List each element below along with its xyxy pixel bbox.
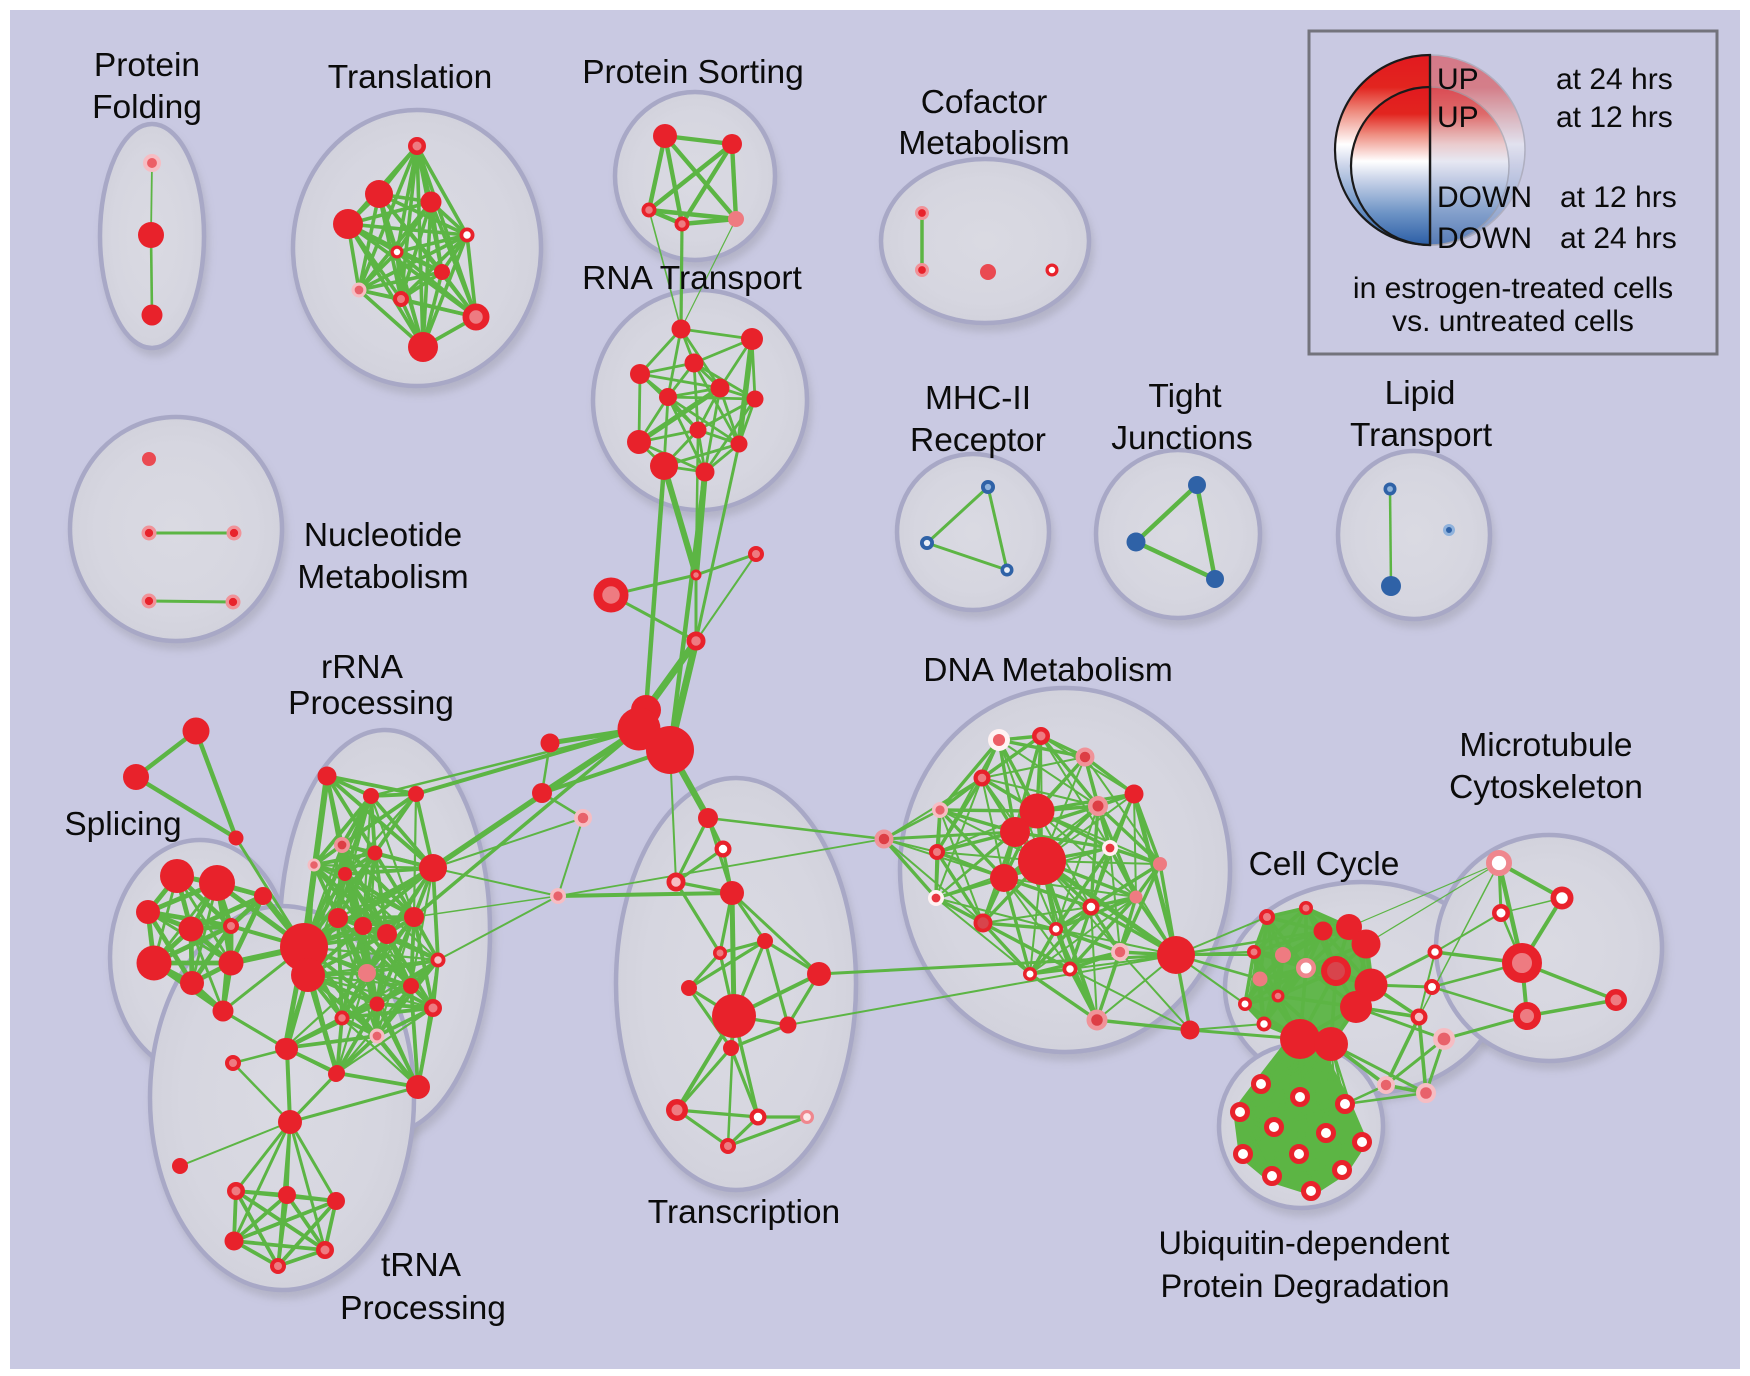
svg-text:Ubiquitin-dependent: Ubiquitin-dependent [1159, 1225, 1450, 1261]
svg-text:Cofactor: Cofactor [921, 84, 1048, 121]
svg-text:Receptor: Receptor [910, 422, 1046, 459]
svg-text:UP: UP [1437, 101, 1479, 134]
svg-text:Splicing: Splicing [64, 806, 181, 843]
svg-text:Processing: Processing [288, 685, 454, 722]
svg-text:Cell Cycle: Cell Cycle [1249, 846, 1400, 883]
svg-text:Transcription: Transcription [648, 1194, 840, 1231]
svg-text:at 12 hrs: at 12 hrs [1556, 101, 1673, 134]
svg-text:RNA Transport: RNA Transport [582, 260, 802, 297]
svg-text:Protein: Protein [94, 47, 200, 84]
svg-text:MHC-II: MHC-II [925, 380, 1031, 417]
svg-text:at 24 hrs: at 24 hrs [1556, 63, 1673, 96]
svg-text:Nucleotide: Nucleotide [304, 517, 462, 554]
svg-text:rRNA: rRNA [321, 649, 404, 686]
svg-text:Folding: Folding [92, 89, 202, 126]
svg-text:Transport: Transport [1350, 417, 1493, 454]
svg-text:Metabolism: Metabolism [898, 125, 1069, 162]
svg-text:Cytoskeleton: Cytoskeleton [1449, 769, 1643, 806]
svg-text:DNA Metabolism: DNA Metabolism [923, 652, 1172, 689]
svg-text:tRNA: tRNA [381, 1247, 462, 1284]
svg-text:Junctions: Junctions [1111, 420, 1253, 457]
svg-text:in estrogen-treated cells: in estrogen-treated cells [1353, 272, 1673, 305]
svg-text:Tight: Tight [1148, 378, 1222, 415]
svg-text:Processing: Processing [340, 1290, 506, 1327]
svg-text:at 24 hrs: at 24 hrs [1560, 222, 1677, 255]
svg-text:Translation: Translation [328, 59, 492, 96]
svg-text:Microtubule: Microtubule [1459, 727, 1632, 764]
svg-text:DOWN: DOWN [1437, 222, 1532, 255]
svg-text:Lipid: Lipid [1385, 375, 1456, 412]
svg-text:UP: UP [1437, 63, 1479, 96]
svg-text:Metabolism: Metabolism [297, 559, 468, 596]
svg-text:Protein Degradation: Protein Degradation [1160, 1268, 1449, 1304]
svg-text:at 12 hrs: at 12 hrs [1560, 181, 1677, 214]
svg-text:Protein Sorting: Protein Sorting [582, 54, 804, 91]
svg-text:vs. untreated cells: vs. untreated cells [1392, 305, 1634, 338]
svg-text:DOWN: DOWN [1437, 181, 1532, 214]
